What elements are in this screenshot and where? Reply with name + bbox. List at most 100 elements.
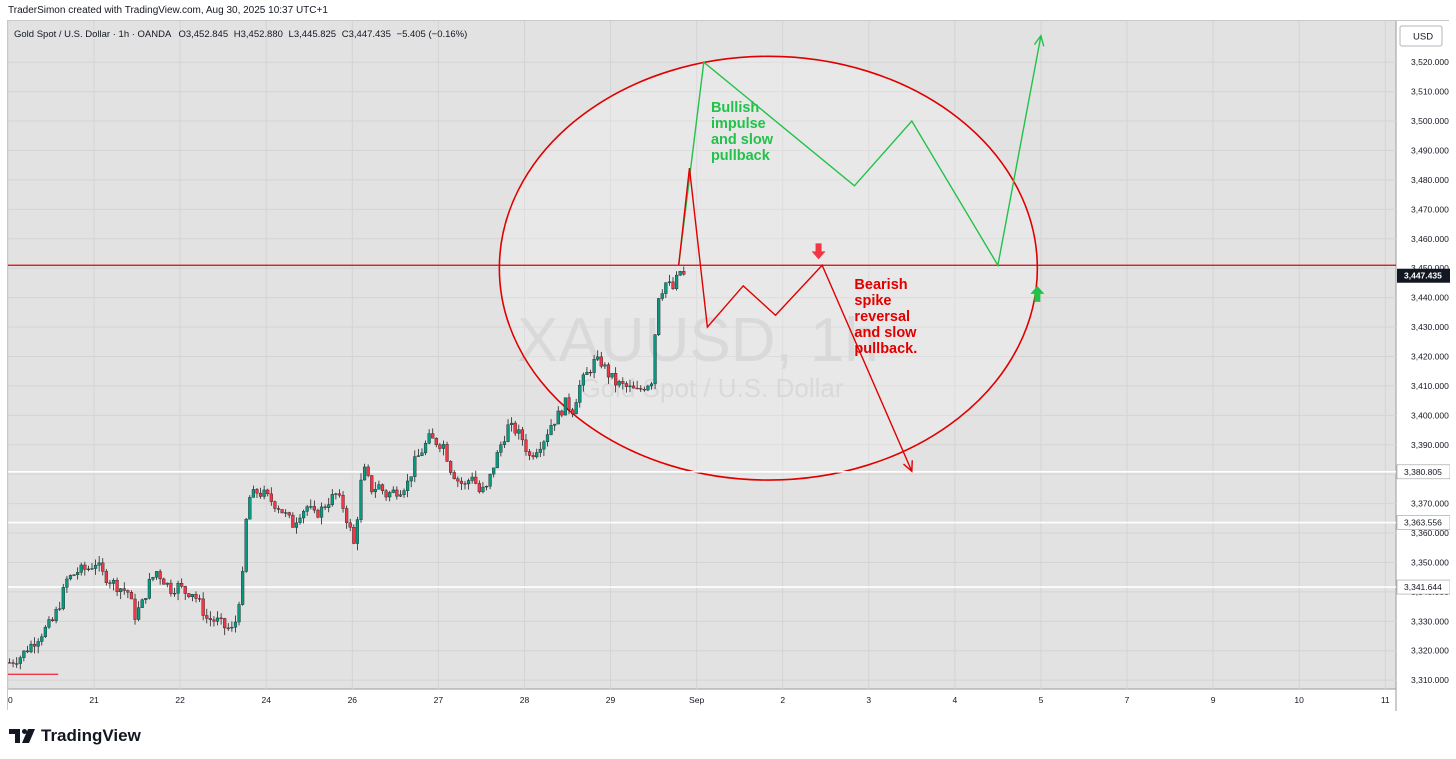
currency-button[interactable]: USD bbox=[1399, 25, 1443, 47]
candle-body bbox=[395, 489, 399, 497]
buy-signal-arrow bbox=[1030, 285, 1045, 302]
candle-body bbox=[420, 452, 424, 456]
candle-body bbox=[653, 334, 657, 385]
time-axis[interactable] bbox=[8, 689, 1396, 711]
candle-body bbox=[366, 466, 370, 476]
candle-body bbox=[391, 489, 395, 493]
tradingview-logo[interactable]: TradingView bbox=[9, 726, 141, 746]
tradingview-wordmark: TradingView bbox=[41, 726, 141, 745]
price-tick-label: 3,310.000 bbox=[1411, 675, 1449, 685]
candle-body bbox=[255, 489, 259, 494]
price-tick-label: 3,490.000 bbox=[1411, 145, 1449, 155]
horizontal-levels bbox=[8, 264, 1396, 675]
candle-body bbox=[61, 587, 65, 609]
candle-body bbox=[219, 617, 223, 619]
candle-body bbox=[377, 484, 381, 490]
candle-body bbox=[495, 452, 499, 469]
candle-body bbox=[273, 501, 277, 509]
annotation-line: pullback bbox=[711, 148, 771, 164]
candle-body bbox=[97, 562, 101, 566]
candle-body bbox=[301, 511, 306, 519]
candle-body bbox=[180, 582, 184, 587]
candle-body bbox=[499, 444, 503, 453]
candle-body bbox=[208, 618, 212, 621]
candle-body bbox=[330, 494, 334, 505]
candle-body bbox=[553, 423, 557, 426]
sell-signal-arrow bbox=[811, 243, 826, 260]
candle-body bbox=[327, 504, 331, 508]
candle-body bbox=[657, 298, 661, 336]
currency-label: USD bbox=[1413, 32, 1433, 43]
candle-body bbox=[183, 586, 187, 594]
candle-body bbox=[126, 590, 130, 593]
credit-line: TraderSimon created with TradingView.com… bbox=[8, 5, 328, 16]
candle-body bbox=[11, 662, 15, 664]
candle-body bbox=[129, 592, 134, 600]
candle-body bbox=[409, 476, 413, 482]
candle-body bbox=[187, 593, 191, 597]
ohlc-high-value: 3,452.880 bbox=[241, 29, 283, 40]
candle-body bbox=[639, 388, 643, 390]
candle-body bbox=[614, 373, 618, 386]
candle-body bbox=[72, 574, 76, 576]
candle-body bbox=[606, 364, 611, 378]
candle-body bbox=[262, 489, 266, 497]
time-tick-label: 9 bbox=[1211, 695, 1216, 705]
candle-body bbox=[492, 467, 496, 475]
candle-body bbox=[398, 494, 403, 497]
candle-body bbox=[370, 475, 374, 493]
annotation-line: and slow bbox=[711, 132, 774, 148]
candle-body bbox=[251, 489, 255, 498]
time-tick-label: 21 bbox=[89, 695, 99, 705]
candle-body bbox=[212, 619, 216, 622]
candle-body bbox=[463, 483, 467, 485]
candle-body bbox=[33, 643, 37, 647]
candle-body bbox=[22, 650, 26, 658]
candle-body bbox=[244, 518, 248, 572]
signal-arrows bbox=[811, 243, 1045, 302]
ohlc-close-key: C bbox=[342, 29, 349, 40]
candle-body bbox=[610, 373, 614, 378]
time-tick-label: 2 bbox=[780, 695, 785, 705]
price-axis[interactable] bbox=[1396, 21, 1450, 711]
time-tick-label: 10 bbox=[1294, 695, 1304, 705]
candle-body bbox=[29, 643, 33, 653]
candle-body bbox=[291, 514, 295, 528]
time-tick-label: Sep bbox=[689, 695, 704, 705]
bullish-annotation: Bullish impulse and slow pullback bbox=[711, 100, 774, 164]
chart-frame[interactable]: XAUUSD, 1h Gold Spot / U.S. Dollar Bulli… bbox=[7, 20, 1450, 711]
candle-body bbox=[362, 466, 367, 481]
highlight-circle[interactable] bbox=[498, 55, 1039, 481]
candle-body bbox=[628, 385, 632, 387]
candle-body bbox=[402, 490, 406, 495]
annotation-line: impulse bbox=[711, 116, 766, 132]
candle-body bbox=[90, 568, 94, 570]
level-price-label-box bbox=[1396, 579, 1450, 595]
annotation-line: Bearish bbox=[854, 277, 907, 293]
time-tick-label: 29 bbox=[606, 695, 616, 705]
candle-body bbox=[621, 381, 625, 384]
candle-body bbox=[287, 512, 291, 516]
candle-body bbox=[111, 580, 116, 584]
candle-body bbox=[524, 439, 528, 452]
candle-body bbox=[298, 517, 302, 523]
candle-body bbox=[140, 599, 144, 608]
price-tick-label: 3,320.000 bbox=[1411, 646, 1449, 656]
candle-body bbox=[104, 571, 108, 583]
candle-body bbox=[578, 384, 582, 403]
candle-body bbox=[423, 443, 428, 454]
candle-body bbox=[380, 484, 385, 492]
ohlc-close-value: 3,447.435 bbox=[349, 29, 391, 40]
candle-body bbox=[230, 626, 234, 629]
price-tick-label: 3,420.000 bbox=[1411, 351, 1449, 361]
candle-body bbox=[646, 385, 650, 391]
candle-body bbox=[101, 562, 105, 572]
candle-body bbox=[248, 497, 252, 520]
price-chart[interactable]: XAUUSD, 1h Gold Spot / U.S. Dollar Bulli… bbox=[8, 21, 1450, 711]
candle-body bbox=[624, 383, 628, 387]
price-tick-label: 3,410.000 bbox=[1411, 381, 1449, 391]
candle-body bbox=[334, 493, 338, 495]
candle-body bbox=[560, 410, 564, 416]
candle-body bbox=[434, 438, 438, 446]
